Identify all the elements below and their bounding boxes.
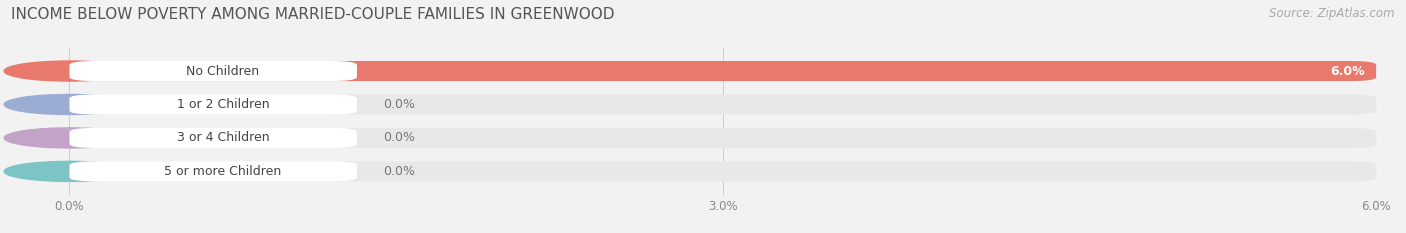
FancyBboxPatch shape [69,61,1376,81]
FancyBboxPatch shape [69,128,357,148]
Text: 1 or 2 Children: 1 or 2 Children [177,98,270,111]
FancyBboxPatch shape [69,161,357,182]
FancyBboxPatch shape [69,161,1376,182]
FancyBboxPatch shape [69,61,357,81]
Text: 0.0%: 0.0% [382,165,415,178]
Circle shape [4,161,135,182]
Text: INCOME BELOW POVERTY AMONG MARRIED-COUPLE FAMILIES IN GREENWOOD: INCOME BELOW POVERTY AMONG MARRIED-COUPL… [11,7,614,22]
Text: 6.0%: 6.0% [1330,65,1365,78]
Text: 0.0%: 0.0% [382,131,415,144]
Circle shape [4,128,135,148]
Circle shape [4,94,135,114]
FancyBboxPatch shape [69,128,1376,148]
Text: 3 or 4 Children: 3 or 4 Children [177,131,270,144]
Text: No Children: No Children [187,65,260,78]
Text: 0.0%: 0.0% [382,98,415,111]
FancyBboxPatch shape [69,94,1376,114]
FancyBboxPatch shape [69,61,1376,81]
Text: 5 or more Children: 5 or more Children [165,165,281,178]
FancyBboxPatch shape [69,94,357,114]
Circle shape [4,61,135,81]
Text: Source: ZipAtlas.com: Source: ZipAtlas.com [1270,7,1395,20]
